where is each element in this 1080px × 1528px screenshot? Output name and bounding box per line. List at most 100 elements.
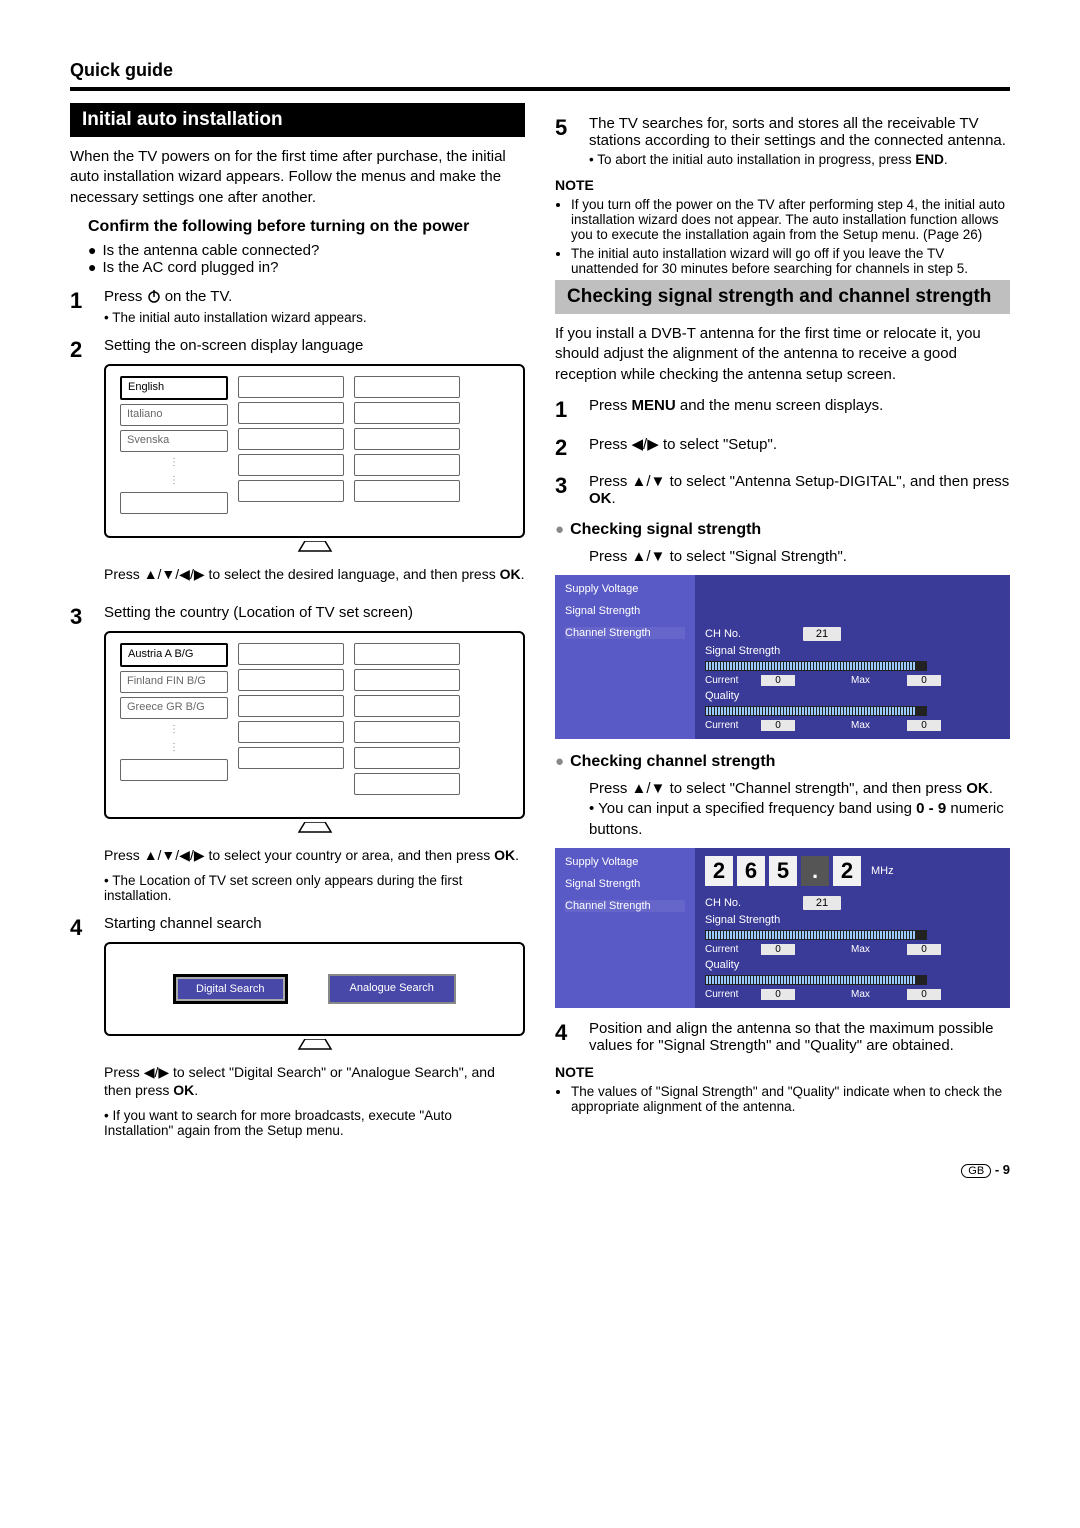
quick-guide-header: Quick guide [70,60,1010,81]
menu-label: MENU [632,397,676,414]
lang-option[interactable] [354,454,460,476]
lang-option[interactable] [238,480,344,502]
mhz-label: MHz [871,865,894,877]
panel-item[interactable]: Signal Strength [565,605,685,617]
signal-bar [705,661,927,671]
lang-option[interactable]: Svenska [120,430,228,452]
max-value: 0 [907,675,941,686]
step-4: 4 Starting channel search Digital Search… [70,915,525,1139]
lang-option[interactable] [354,376,460,398]
step-2: 2 Setting the on-screen display language… [70,337,525,592]
freq-digit: 2 [705,856,733,886]
step3-after-b: to select your country or area, and then… [209,847,495,863]
sig-strength-label: Signal Strength [705,645,1000,657]
step1-sub: • The initial auto installation wizard a… [104,310,525,325]
panel-item[interactable]: Supply Voltage [565,583,685,595]
max-label: Max [851,675,891,686]
page-number: - 9 [995,1162,1010,1177]
confirm-list: Is the antenna cable connected? Is the A… [88,242,525,276]
country-option[interactable] [354,773,460,795]
current-value: 0 [761,989,795,1000]
quality-label: Quality [705,690,1000,702]
lang-option[interactable] [354,480,460,502]
step-number: 2 [555,435,577,461]
analogue-search-button[interactable]: Analogue Search [328,974,456,1004]
ok-label: OK [173,1082,194,1098]
panel-item[interactable]: Channel Strength [565,627,685,639]
country-option[interactable] [238,669,344,691]
note-list: The values of "Signal Strength" and "Qua… [555,1084,1010,1114]
g2a: Press [589,436,632,453]
ok-label: OK [494,847,515,863]
gb-badge: GB [961,1164,991,1178]
note-label: NOTE [555,1064,1010,1080]
lang-option[interactable] [238,428,344,450]
country-option[interactable]: Austria A B/G [120,643,228,667]
g2b: to select "Setup". [663,436,777,453]
country-option[interactable] [238,747,344,769]
ellipsis: ⋮ [120,723,228,737]
g1a: Press [589,397,632,414]
step1-text-b: on the TV. [165,288,233,305]
panel-item[interactable]: Channel Strength [565,900,685,912]
current-label: Current [705,989,745,1000]
step-number: 1 [555,397,577,423]
country-option[interactable] [238,643,344,665]
country-screen: Austria A B/G Finland FIN B/G Greece GR … [104,631,525,819]
step5-text: The TV searches for, sorts and stores al… [589,115,1006,149]
country-option[interactable]: Greece GR B/G [120,697,228,719]
current-label: Current [705,944,745,955]
ellipsis: ⋮ [120,474,228,488]
step2-after-b: to select the desired language, and then… [209,566,500,582]
country-option[interactable] [354,747,460,769]
note-item: The initial auto installation wizard wil… [571,246,1010,276]
country-option[interactable] [354,721,460,743]
country-option[interactable] [238,695,344,717]
step2-after-a: Press [104,566,144,582]
step-5: 5 The TV searches for, sorts and stores … [555,115,1010,167]
step-number: 2 [70,337,92,592]
current-value: 0 [761,944,795,955]
lang-option[interactable] [238,454,344,476]
lang-option[interactable] [354,402,460,424]
country-option[interactable] [354,695,460,717]
lang-option[interactable] [120,492,228,514]
gstep-4: 4 Position and align the antenna so that… [555,1020,1010,1054]
lang-option[interactable] [238,376,344,398]
arrow-udlr-icon: ▲/▼/◀/▶ [144,566,205,582]
panel-item[interactable]: Supply Voltage [565,856,685,868]
lang-option[interactable]: English [120,376,228,400]
current-value: 0 [761,675,795,686]
max-label: Max [851,720,891,731]
frequency-input[interactable]: 2 6 5 . 2 MHz [705,856,1000,886]
step5-sub: • To abort the initial auto installation… [589,152,915,167]
digital-search-button[interactable]: Digital Search [173,974,287,1004]
g4-text: Position and align the antenna so that t… [589,1020,993,1054]
country-option[interactable] [354,669,460,691]
country-option[interactable]: Finland FIN B/G [120,671,228,693]
signal-strength-panel: Supply Voltage Signal Strength Channel S… [555,575,1010,739]
step3-sub: • The Location of TV set screen only app… [104,873,525,903]
lang-option[interactable] [238,402,344,424]
lang-option[interactable] [354,428,460,450]
chan-sub: • You can input a specified frequency ba… [589,800,916,817]
country-option[interactable] [120,759,228,781]
country-option[interactable] [354,643,460,665]
checking-intro: If you install a DVB-T antenna for the f… [555,324,1010,385]
country-option[interactable] [238,721,344,743]
ch-no-label: CH No. [705,897,795,909]
arrow-udlr-icon: ▲/▼/◀/▶ [144,847,205,863]
step-1: 1 Press on the TV. • The initial auto in… [70,288,525,325]
top-rule [70,87,1010,91]
tv-stand-icon [104,1038,525,1055]
search-screen: Digital Search Analogue Search [104,942,525,1036]
ok-label: OK [589,490,612,507]
max-value: 0 [907,989,941,1000]
freq-digit: 5 [769,856,797,886]
arrow-ud-icon: ▲/▼ [632,780,666,797]
lang-option[interactable]: Italiano [120,404,228,426]
language-screen: English Italiano Svenska ⋮ ⋮ [104,364,525,538]
panel-item[interactable]: Signal Strength [565,878,685,890]
confirm-item: Is the antenna cable connected? [88,242,525,259]
note-item: If you turn off the power on the TV afte… [571,197,1010,242]
